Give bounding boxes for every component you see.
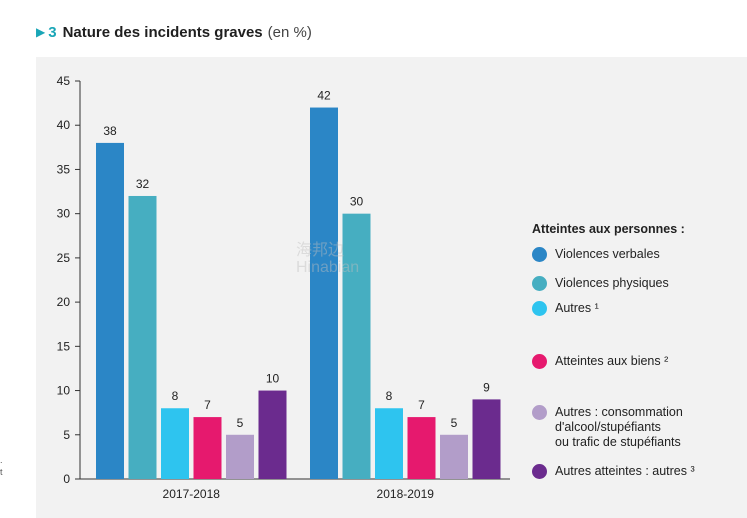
y-tick-label: 0 <box>63 472 70 486</box>
legend-heading: Atteintes aux personnes : <box>532 222 685 236</box>
bar <box>226 434 254 479</box>
chart-title: Nature des incidents graves <box>62 23 263 41</box>
bar-value-label: 38 <box>103 124 117 138</box>
bar-value-label: 7 <box>204 398 211 412</box>
legend-swatch-icon <box>532 276 547 291</box>
legend-item: Autres : consommation d'alcool/stupéfian… <box>532 405 683 450</box>
legend-label: Violences physiques <box>555 276 669 290</box>
bar <box>258 390 287 479</box>
y-tick-label: 35 <box>57 162 71 176</box>
bar <box>161 408 189 479</box>
y-tick-label: 5 <box>63 428 70 442</box>
y-tick-label: 45 <box>57 74 71 88</box>
legend-swatch-icon <box>532 354 547 369</box>
y-tick-label: 25 <box>57 251 71 265</box>
legend-item: Atteintes aux biens ² <box>532 354 668 369</box>
legend-label: Autres atteintes : autres ³ <box>555 464 695 478</box>
legend-swatch-icon <box>532 464 547 479</box>
side-mark-t: t <box>0 467 3 477</box>
legend-label: Autres ¹ <box>555 301 599 315</box>
side-mark-dot: . <box>0 455 3 465</box>
bar-value-label: 8 <box>172 389 179 403</box>
bar-value-label: 42 <box>317 89 331 103</box>
bar <box>128 195 157 479</box>
chart-unit: (en %) <box>267 23 312 41</box>
bar <box>440 434 468 479</box>
legend-item: Autres atteintes : autres ³ <box>532 464 695 479</box>
bar-value-label: 30 <box>350 195 364 209</box>
title-arrow-icon: ▶ <box>36 25 46 39</box>
bar <box>472 399 501 479</box>
chart-title-row: ▶ 3 Nature des incidents graves (en %) <box>36 22 312 42</box>
legend-label: Atteintes aux biens ² <box>555 354 669 368</box>
y-tick-label: 10 <box>57 384 71 398</box>
bar-value-label: 5 <box>451 416 458 430</box>
bar-value-label: 32 <box>136 177 150 191</box>
legend-item: Violences physiques <box>532 276 669 291</box>
legend-item: Violences verbales <box>532 247 660 262</box>
bar-value-label: 10 <box>266 372 280 386</box>
legend-label: Autres : consommation d'alcool/stupéfian… <box>555 405 683 449</box>
x-category-label: 2017-2018 <box>163 487 221 501</box>
y-tick-label: 30 <box>57 207 71 221</box>
y-tick-label: 20 <box>57 295 71 309</box>
bar <box>310 107 338 480</box>
legend-swatch-icon <box>532 247 547 262</box>
bar-value-label: 5 <box>237 416 244 430</box>
bar <box>96 142 124 479</box>
legend-swatch-icon <box>532 405 547 420</box>
bar-value-label: 9 <box>483 380 490 394</box>
y-tick-label: 15 <box>57 339 71 353</box>
bar-value-label: 8 <box>386 389 393 403</box>
bar <box>342 213 371 479</box>
bar-value-label: 7 <box>418 398 425 412</box>
x-category-label: 2018-2019 <box>377 487 435 501</box>
bar <box>375 408 403 479</box>
legend-label: Violences verbales <box>555 247 660 261</box>
figure-number: 3 <box>48 23 57 41</box>
bar <box>193 417 222 479</box>
y-tick-label: 40 <box>57 118 71 132</box>
legend-item: Autres ¹ <box>532 301 599 316</box>
bar <box>407 417 436 479</box>
legend-swatch-icon <box>532 301 547 316</box>
